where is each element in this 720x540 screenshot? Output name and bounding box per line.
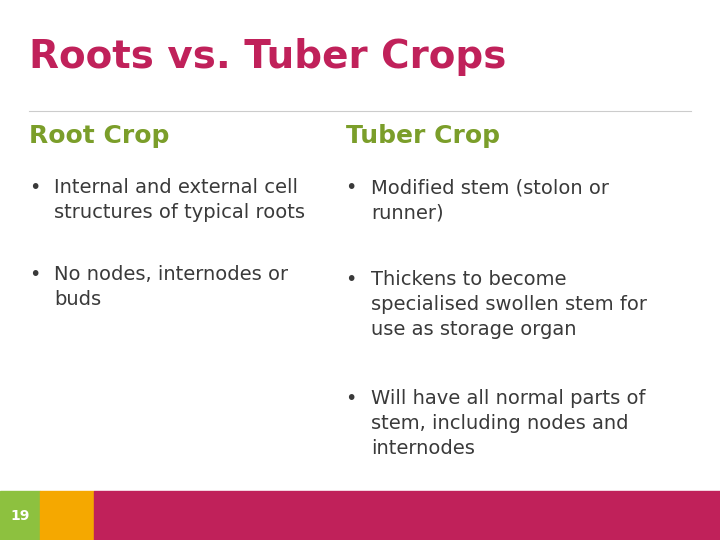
- Text: •: •: [346, 270, 357, 289]
- Text: Tuber Crop: Tuber Crop: [346, 124, 500, 148]
- Text: Thickens to become
specialised swollen stem for
use as storage organ: Thickens to become specialised swollen s…: [371, 270, 647, 339]
- Text: 19: 19: [10, 509, 30, 523]
- Text: •: •: [346, 389, 357, 408]
- Text: •: •: [29, 178, 40, 197]
- Text: Internal and external cell
structures of typical roots: Internal and external cell structures of…: [54, 178, 305, 222]
- Text: Modified stem (stolon or
runner): Modified stem (stolon or runner): [371, 178, 609, 222]
- Text: •: •: [346, 178, 357, 197]
- Text: Will have all normal parts of
stem, including nodes and
internodes: Will have all normal parts of stem, incl…: [371, 389, 645, 458]
- Text: Roots vs. Tuber Crops: Roots vs. Tuber Crops: [29, 38, 506, 76]
- Text: •: •: [29, 265, 40, 284]
- Text: No nodes, internodes or
buds: No nodes, internodes or buds: [54, 265, 288, 308]
- Text: Root Crop: Root Crop: [29, 124, 169, 148]
